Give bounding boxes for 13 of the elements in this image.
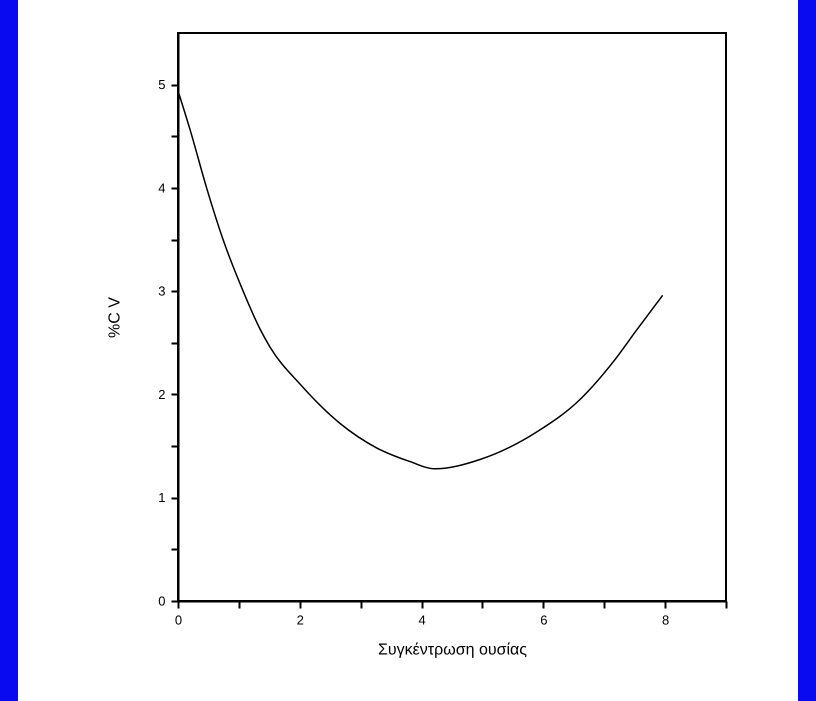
x-tick-label: 2	[296, 612, 304, 628]
x-tick-label: 6	[540, 612, 548, 628]
x-axis-title: Συγκέντρωση ουσίας	[378, 642, 528, 658]
y-axis-title: %C V	[106, 296, 124, 338]
y-tick-label: 0	[158, 594, 166, 608]
x-tick-label: 4	[418, 612, 426, 628]
y-tick-label: 3	[158, 284, 166, 299]
y-tick-label: 5	[158, 77, 166, 92]
y-tick-label: 2	[158, 386, 166, 402]
x-tick-label: 8	[662, 612, 670, 628]
y-tick-label: 4	[158, 180, 166, 196]
y-tick-label: 1	[158, 490, 166, 506]
x-tick-label: 0	[174, 612, 182, 628]
